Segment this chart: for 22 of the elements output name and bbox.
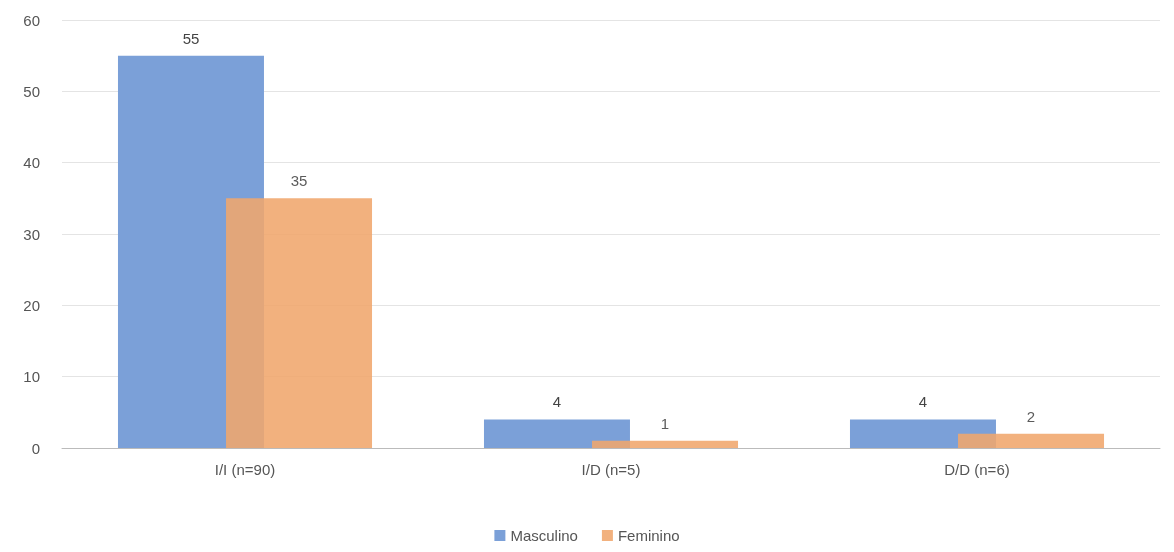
data-label: 35: [290, 172, 308, 190]
y-tick-label: 10: [23, 368, 40, 386]
data-label: 55: [182, 29, 200, 47]
y-tick-label: 40: [23, 154, 40, 172]
y-tick-label: 50: [23, 82, 40, 100]
bar: [958, 433, 1105, 448]
x-tick-label: I/D (n=5): [581, 461, 641, 478]
data-label: 4: [918, 393, 928, 411]
data-label: 1: [660, 414, 670, 432]
x-tick-label: I/I (n=90): [214, 461, 276, 478]
legend-label: Feminino: [617, 527, 680, 544]
bar: [226, 198, 373, 448]
bar: [483, 419, 630, 448]
y-tick-label: 60: [23, 11, 40, 29]
bar: [592, 440, 739, 448]
y-tick-label: 0: [31, 439, 40, 457]
y-tick-label: 30: [23, 225, 40, 243]
data-label: 2: [1026, 407, 1036, 425]
data-label: 4: [552, 393, 562, 411]
x-tick-label: D/D (n=6): [944, 461, 1010, 478]
legend-label: Masculino: [510, 527, 578, 544]
y-tick-label: 20: [23, 296, 40, 314]
